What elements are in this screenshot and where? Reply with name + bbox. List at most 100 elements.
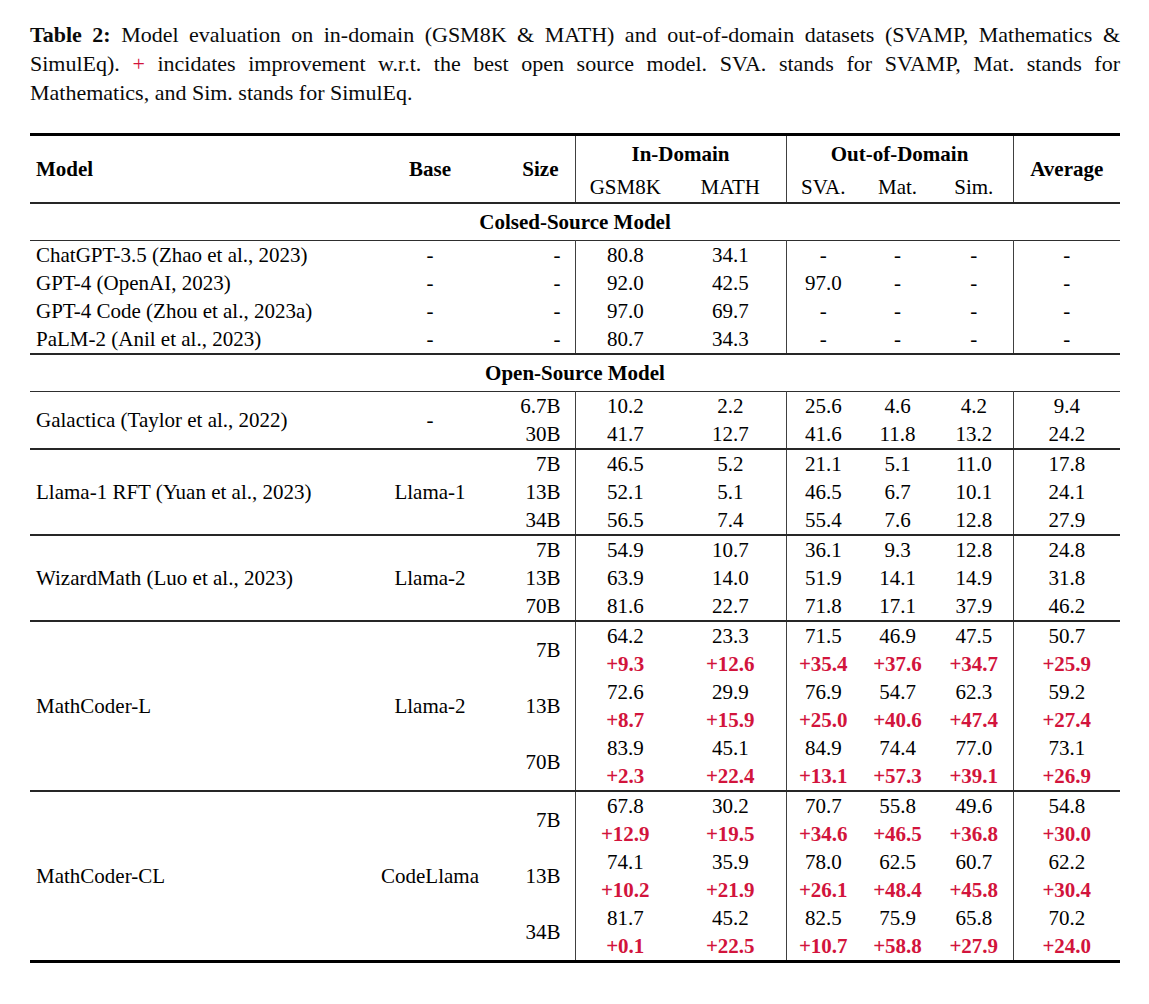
score-cell: 70.2: [1013, 904, 1120, 932]
section-title: Open-Source Model: [30, 354, 1120, 392]
model-cell: PaLM-2 (Anil et al., 2023): [30, 325, 380, 354]
col-group-in-domain: In-Domain: [575, 135, 786, 173]
size-cell: 13B: [480, 848, 575, 904]
score-cell: 76.9: [786, 678, 860, 706]
score-cell: 77.0: [935, 734, 1013, 762]
size-cell: 13B: [480, 478, 575, 506]
table-header: ModelBaseSizeIn-DomainOut-of-DomainAvera…: [30, 135, 1120, 204]
delta-cell: +13.1: [786, 762, 860, 791]
score-cell: -: [860, 269, 935, 297]
col-subheader-sva: SVA.: [786, 172, 860, 203]
score-cell: 80.8: [575, 241, 675, 270]
delta-cell: +0.1: [575, 932, 675, 962]
score-cell: 35.9: [675, 848, 786, 876]
base-cell: CodeLlama: [380, 791, 480, 962]
delta-cell: +34.6: [786, 820, 860, 848]
score-cell: 2.2: [675, 392, 786, 421]
table-row: MathCoder-CLCodeLlama7B67.830.270.755.84…: [30, 791, 1120, 820]
score-cell: -: [1013, 269, 1120, 297]
score-cell: 37.9: [935, 592, 1013, 621]
score-cell: -: [786, 241, 860, 270]
score-cell: 59.2: [1013, 678, 1120, 706]
caption-plus-sign: +: [132, 51, 144, 76]
table-block: MathCoder-CLCodeLlama7B67.830.270.755.84…: [30, 791, 1120, 962]
score-cell: 6.7: [860, 478, 935, 506]
size-cell: 6.7B: [480, 392, 575, 421]
delta-cell: +19.5: [675, 820, 786, 848]
score-cell: 5.2: [675, 449, 786, 478]
score-cell: 4.6: [860, 392, 935, 421]
delta-cell: +40.6: [860, 706, 935, 734]
section-title: Colsed-Source Model: [30, 203, 1120, 241]
score-cell: 55.8: [860, 791, 935, 820]
score-cell: 71.5: [786, 621, 860, 650]
size-cell: 34B: [480, 904, 575, 962]
score-cell: 50.7: [1013, 621, 1120, 650]
score-cell: 5.1: [675, 478, 786, 506]
score-cell: 34.3: [675, 325, 786, 354]
delta-cell: +27.4: [1013, 706, 1120, 734]
size-cell: 7B: [480, 535, 575, 564]
score-cell: 12.8: [935, 506, 1013, 535]
header-group-row: ModelBaseSizeIn-DomainOut-of-DomainAvera…: [30, 135, 1120, 173]
base-cell: Llama-2: [380, 535, 480, 621]
score-cell: 42.5: [675, 269, 786, 297]
delta-cell: +2.3: [575, 762, 675, 791]
score-cell: 83.9: [575, 734, 675, 762]
score-cell: 74.1: [575, 848, 675, 876]
score-cell: 78.0: [786, 848, 860, 876]
score-cell: 24.2: [1013, 420, 1120, 449]
col-subheader-mat: Mat.: [860, 172, 935, 203]
delta-cell: +34.7: [935, 650, 1013, 678]
table-block: WizardMath (Luo et al., 2023)Llama-27B54…: [30, 535, 1120, 621]
score-cell: 65.8: [935, 904, 1013, 932]
delta-cell: +25.9: [1013, 650, 1120, 678]
col-header-model: Model: [30, 135, 380, 204]
delta-cell: +47.4: [935, 706, 1013, 734]
score-cell: 52.1: [575, 478, 675, 506]
delta-cell: +26.9: [1013, 762, 1120, 791]
col-subheader-sim: Sim.: [935, 172, 1013, 203]
table-row: MathCoder-LLlama-27B64.223.371.546.947.5…: [30, 621, 1120, 650]
size-cell: 7B: [480, 791, 575, 848]
score-cell: 62.3: [935, 678, 1013, 706]
score-cell: 12.8: [935, 535, 1013, 564]
table-row: ChatGPT-3.5 (Zhao et al., 2023)--80.834.…: [30, 241, 1120, 270]
score-cell: 27.9: [1013, 506, 1120, 535]
score-cell: 62.2: [1013, 848, 1120, 876]
score-cell: 49.6: [935, 791, 1013, 820]
size-cell: -: [480, 297, 575, 325]
score-cell: 67.8: [575, 791, 675, 820]
score-cell: 11.0: [935, 449, 1013, 478]
model-cell: ChatGPT-3.5 (Zhao et al., 2023): [30, 241, 380, 270]
size-cell: 70B: [480, 592, 575, 621]
size-cell: 34B: [480, 506, 575, 535]
col-header-base: Base: [380, 135, 480, 204]
score-cell: 81.6: [575, 592, 675, 621]
delta-cell: +12.9: [575, 820, 675, 848]
score-cell: -: [1013, 297, 1120, 325]
score-cell: 81.7: [575, 904, 675, 932]
score-cell: 4.2: [935, 392, 1013, 421]
score-cell: 73.1: [1013, 734, 1120, 762]
score-cell: 34.1: [675, 241, 786, 270]
table-caption: Table 2: Model evaluation on in-domain (…: [30, 20, 1120, 107]
size-cell: 70B: [480, 734, 575, 791]
score-cell: 64.2: [575, 621, 675, 650]
score-cell: 46.2: [1013, 592, 1120, 621]
score-cell: -: [860, 325, 935, 354]
model-cell: GPT-4 (OpenAI, 2023): [30, 269, 380, 297]
size-cell: -: [480, 269, 575, 297]
score-cell: 24.8: [1013, 535, 1120, 564]
score-cell: 45.2: [675, 904, 786, 932]
delta-cell: +26.1: [786, 876, 860, 904]
section-title-row: Colsed-Source Model: [30, 203, 1120, 241]
delta-cell: +8.7: [575, 706, 675, 734]
model-cell: GPT-4 Code (Zhou et al., 2023a): [30, 297, 380, 325]
section-title-row: Open-Source Model: [30, 354, 1120, 392]
size-cell: -: [480, 325, 575, 354]
score-cell: 10.1: [935, 478, 1013, 506]
score-cell: 17.8: [1013, 449, 1120, 478]
model-cell: MathCoder-L: [30, 621, 380, 791]
base-cell: -: [380, 269, 480, 297]
